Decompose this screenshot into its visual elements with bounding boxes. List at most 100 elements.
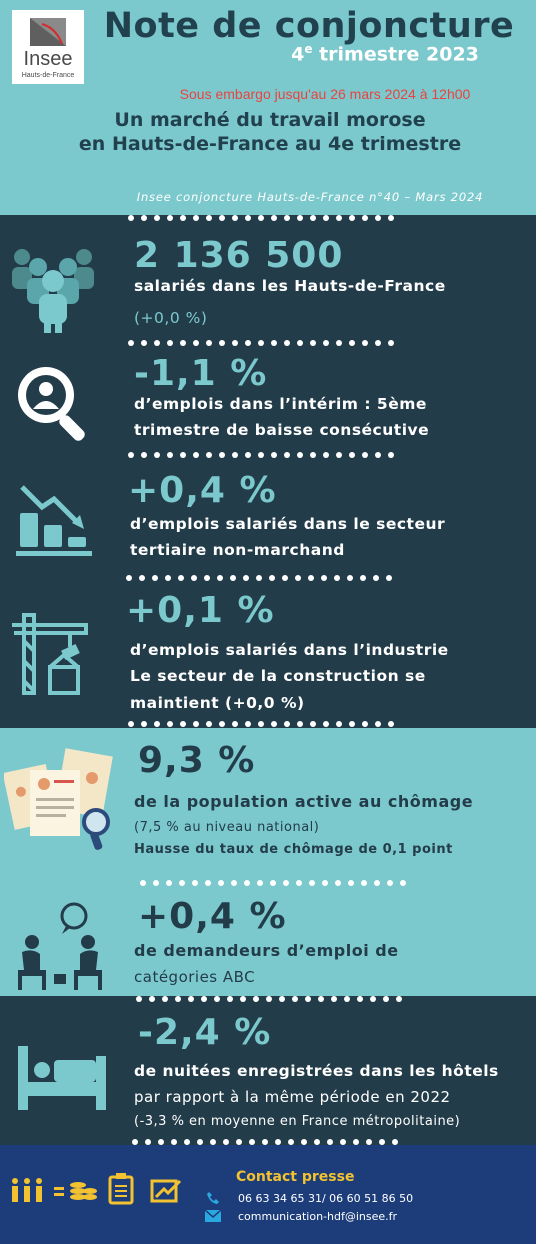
divider-dot bbox=[256, 575, 262, 581]
stat-text-unemployment-2: (7,5 % au niveau national) bbox=[134, 820, 320, 835]
divider-dot bbox=[375, 452, 381, 458]
divider-dot bbox=[188, 996, 194, 1002]
divider-dot bbox=[357, 996, 363, 1002]
divider-dot bbox=[375, 340, 381, 346]
divider-dot bbox=[282, 575, 288, 581]
divider-dot bbox=[206, 340, 212, 346]
divider-dot bbox=[162, 996, 168, 1002]
divider-dot bbox=[141, 452, 147, 458]
divider-dot bbox=[366, 1139, 372, 1145]
divider-dot bbox=[167, 452, 173, 458]
footer: Contact presse 06 63 34 65 31/ 06 60 51 … bbox=[0, 1145, 536, 1244]
divider-dot bbox=[171, 1139, 177, 1145]
divider-dot bbox=[361, 880, 367, 886]
stat-text-industry-1: d’emplois salariés dans l’industrie bbox=[130, 641, 449, 659]
divider-dot bbox=[344, 996, 350, 1002]
divider-dot bbox=[128, 340, 134, 346]
divider-dot bbox=[271, 721, 277, 727]
dark-band-employment: 2 136 500 salariés dans les Hauts-de-Fra… bbox=[0, 215, 536, 728]
divider-dot bbox=[373, 575, 379, 581]
divider-dot bbox=[139, 575, 145, 581]
divider-dot bbox=[210, 1139, 216, 1145]
dot-divider bbox=[140, 880, 410, 886]
crane-icon bbox=[12, 613, 88, 695]
issue-reference: Insee conjoncture Hauts-de-France n°40 –… bbox=[136, 190, 484, 204]
divider-dot bbox=[353, 1139, 359, 1145]
divider-dot bbox=[370, 996, 376, 1002]
divider-dot bbox=[387, 880, 393, 886]
divider-dot bbox=[379, 1139, 385, 1145]
stat-text-unemployment-3: Hausse du taux de chômage de 0,1 point bbox=[134, 842, 453, 857]
divider-dot bbox=[323, 215, 329, 221]
divider-dot bbox=[232, 721, 238, 727]
divider-dot bbox=[180, 452, 186, 458]
divider-dot bbox=[269, 575, 275, 581]
divider-dot bbox=[258, 452, 264, 458]
stat-text-jobseekers-2: catégories ABC bbox=[134, 968, 256, 986]
divider-dot bbox=[240, 996, 246, 1002]
dot-divider bbox=[128, 452, 398, 458]
divider-dot bbox=[167, 721, 173, 727]
divider-dot bbox=[154, 452, 160, 458]
stat-text-unemployment-1: de la population active au chômage bbox=[134, 792, 474, 811]
divider-dot bbox=[158, 1139, 164, 1145]
divider-dot bbox=[348, 880, 354, 886]
divider-dot bbox=[232, 452, 238, 458]
quarter-suffix: e bbox=[304, 42, 313, 56]
divider-dot bbox=[227, 996, 233, 1002]
divider-dot bbox=[309, 880, 315, 886]
divider-dot bbox=[184, 1139, 190, 1145]
contact-email[interactable]: communication-hdf@insee.fr bbox=[238, 1210, 398, 1223]
divider-dot bbox=[232, 215, 238, 221]
divider-dot bbox=[375, 215, 381, 221]
stat-value-interim: -1,1 % bbox=[134, 353, 268, 394]
divider-dot bbox=[295, 575, 301, 581]
divider-dot bbox=[362, 215, 368, 221]
divider-dot bbox=[206, 721, 212, 727]
divider-dot bbox=[292, 996, 298, 1002]
divider-dot bbox=[193, 215, 199, 221]
divider-dot bbox=[284, 452, 290, 458]
divider-dot bbox=[128, 721, 134, 727]
divider-dot bbox=[323, 340, 329, 346]
quarter-number: 4 bbox=[291, 43, 305, 66]
interview-icon bbox=[18, 902, 102, 990]
divider-dot bbox=[193, 452, 199, 458]
stat-text-industry-2: Le secteur de la construction se bbox=[130, 667, 426, 685]
divider-dot bbox=[323, 721, 329, 727]
divider-dot bbox=[245, 215, 251, 221]
divider-dot bbox=[219, 215, 225, 221]
divider-dot bbox=[296, 880, 302, 886]
divider-dot bbox=[271, 340, 277, 346]
divider-dot bbox=[175, 996, 181, 1002]
divider-dot bbox=[126, 575, 132, 581]
divider-dot bbox=[279, 996, 285, 1002]
people-icon bbox=[12, 1178, 42, 1202]
subtitle-line-2: en Hauts-de-France au 4e trimestre bbox=[78, 133, 462, 155]
divider-dot bbox=[230, 575, 236, 581]
divider-dot bbox=[145, 1139, 151, 1145]
divider-dot bbox=[232, 340, 238, 346]
divider-dot bbox=[178, 575, 184, 581]
divider-dot bbox=[245, 340, 251, 346]
divider-dot bbox=[336, 452, 342, 458]
logo-region: Hauts-de-France bbox=[21, 72, 75, 79]
divider-dot bbox=[375, 721, 381, 727]
dot-divider bbox=[128, 721, 394, 727]
stat-value-employees: 2 136 500 bbox=[134, 235, 344, 276]
divider-dot bbox=[349, 215, 355, 221]
divider-dot bbox=[258, 721, 264, 727]
stat-text-hotel-1: de nuitées enregistrées dans les hôtels bbox=[134, 1062, 499, 1080]
divider-dot bbox=[388, 452, 394, 458]
divider-dot bbox=[191, 575, 197, 581]
divider-dot bbox=[141, 721, 147, 727]
divider-dot bbox=[219, 452, 225, 458]
divider-dot bbox=[141, 215, 147, 221]
stat-value-industry: +0,1 % bbox=[126, 590, 275, 631]
divider-dot bbox=[214, 996, 220, 1002]
resumes-icon bbox=[4, 748, 113, 850]
divider-dot bbox=[362, 721, 368, 727]
stat-value-unemployment: 9,3 % bbox=[138, 740, 256, 781]
divider-dot bbox=[204, 575, 210, 581]
divider-dot bbox=[165, 575, 171, 581]
